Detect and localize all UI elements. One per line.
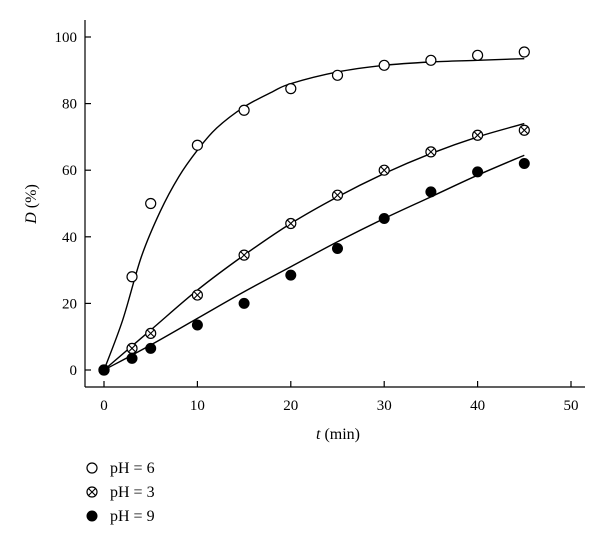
data-point-series-3 bbox=[191, 319, 203, 331]
fit-curve-series-2 bbox=[103, 122, 525, 371]
legend: pH = 6 pH = 3 pH = 9 bbox=[86, 460, 155, 525]
y-tick-label: 100 bbox=[55, 30, 78, 46]
data-point-series-3 bbox=[425, 186, 437, 198]
data-point-series-2 bbox=[331, 189, 344, 201]
data-point-series-1 bbox=[145, 197, 157, 210]
y-axis-title: D (%) bbox=[23, 184, 40, 225]
x-tick-label: 10 bbox=[190, 398, 205, 414]
data-point-series-3 bbox=[145, 342, 157, 354]
data-point-series-3 bbox=[518, 158, 530, 170]
legend-marker-1 bbox=[86, 462, 98, 474]
data-point-series-1 bbox=[285, 83, 297, 95]
legend-label-2: pH = 3 bbox=[110, 484, 155, 501]
fit-curves bbox=[103, 57, 525, 371]
legend-marker-2 bbox=[86, 486, 98, 498]
plot-area bbox=[84, 20, 585, 388]
legend-marker-3 bbox=[86, 510, 98, 522]
legend-label-1: pH = 6 bbox=[110, 460, 155, 477]
data-point-series-3 bbox=[238, 297, 250, 309]
x-tick-label: 20 bbox=[283, 398, 298, 414]
data-point-series-1 bbox=[331, 69, 344, 81]
data-point-series-3 bbox=[472, 166, 484, 178]
data-point-series-1 bbox=[126, 271, 138, 283]
data-point-series-2 bbox=[191, 289, 203, 301]
x-tick-label: 30 bbox=[377, 398, 392, 414]
y-tick-label: 20 bbox=[62, 296, 77, 312]
data-point-series-2 bbox=[518, 124, 530, 136]
data-point-series-2 bbox=[145, 327, 157, 339]
x-axis-title: t (min) bbox=[316, 426, 360, 443]
y-tick-label: 80 bbox=[62, 97, 77, 113]
data-point-series-3 bbox=[98, 364, 110, 376]
x-tick-label: 0 bbox=[100, 398, 108, 414]
data-point-series-3 bbox=[378, 212, 390, 224]
fit-curve-series-1 bbox=[103, 57, 525, 371]
y-tick-label: 40 bbox=[62, 230, 77, 246]
data-point-series-1 bbox=[238, 104, 250, 116]
data-point-series-1 bbox=[472, 49, 484, 61]
data-point-series-2 bbox=[238, 249, 250, 261]
data-point-series-2 bbox=[378, 164, 390, 176]
fit-curve-series-3 bbox=[103, 154, 525, 371]
data-point-series-2 bbox=[126, 342, 138, 354]
data-point-series-2 bbox=[472, 129, 484, 141]
data-point-series-3 bbox=[285, 269, 297, 281]
y-tick-label: 60 bbox=[62, 163, 77, 179]
x-tick-label: 40 bbox=[470, 398, 485, 414]
data-markers bbox=[98, 46, 530, 376]
y-tick-label: 0 bbox=[70, 363, 78, 379]
data-point-series-2 bbox=[425, 146, 437, 158]
axis-ticks bbox=[85, 36, 572, 387]
tick-labels: 0 10 20 30 40 50 0 20 40 60 80 100 bbox=[55, 30, 579, 414]
legend-label-3: pH = 9 bbox=[110, 508, 155, 525]
x-tick-label: 50 bbox=[564, 398, 579, 414]
data-point-series-2 bbox=[285, 217, 297, 230]
data-point-series-1 bbox=[425, 54, 437, 66]
data-point-series-3 bbox=[126, 352, 138, 364]
data-point-series-1 bbox=[518, 46, 530, 58]
data-point-series-1 bbox=[191, 139, 203, 151]
data-point-series-1 bbox=[378, 59, 390, 71]
data-point-series-3 bbox=[332, 242, 343, 254]
